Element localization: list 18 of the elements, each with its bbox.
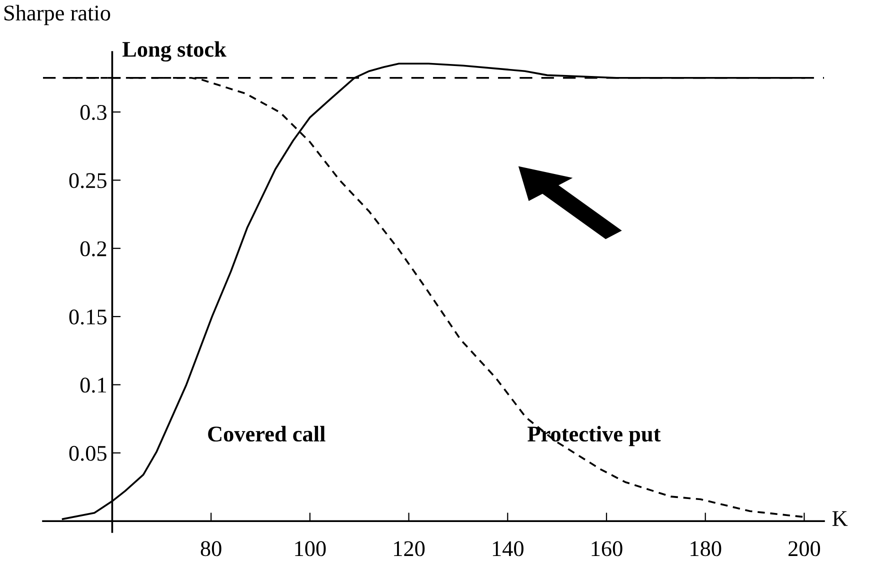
- y-axis-title: Sharpe ratio: [4, 4, 110, 26]
- y-tick-label: 0.25: [69, 173, 106, 188]
- x-axis-title: K: [832, 511, 848, 526]
- ref-line-label: Long stock: [122, 41, 226, 62]
- y-tick-label: 0.05: [69, 446, 106, 461]
- series-label: Covered call: [208, 426, 326, 442]
- x-tick-label: 80: [200, 541, 222, 556]
- x-tick-label: 180: [690, 541, 722, 556]
- x-tick-label: 140: [492, 541, 524, 556]
- y-tick-label: 0.2: [80, 241, 106, 256]
- series-label: Protective put: [528, 426, 661, 446]
- x-tick-label: 120: [394, 541, 425, 556]
- y-tick-label: 0.15: [69, 309, 106, 325]
- x-tick-label: 200: [788, 541, 820, 556]
- x-tick-label: 100: [295, 541, 326, 556]
- y-tick-label: 0.1: [80, 378, 106, 393]
- y-tick-label: 0.3: [80, 104, 106, 120]
- x-tick-label: 160: [592, 541, 622, 556]
